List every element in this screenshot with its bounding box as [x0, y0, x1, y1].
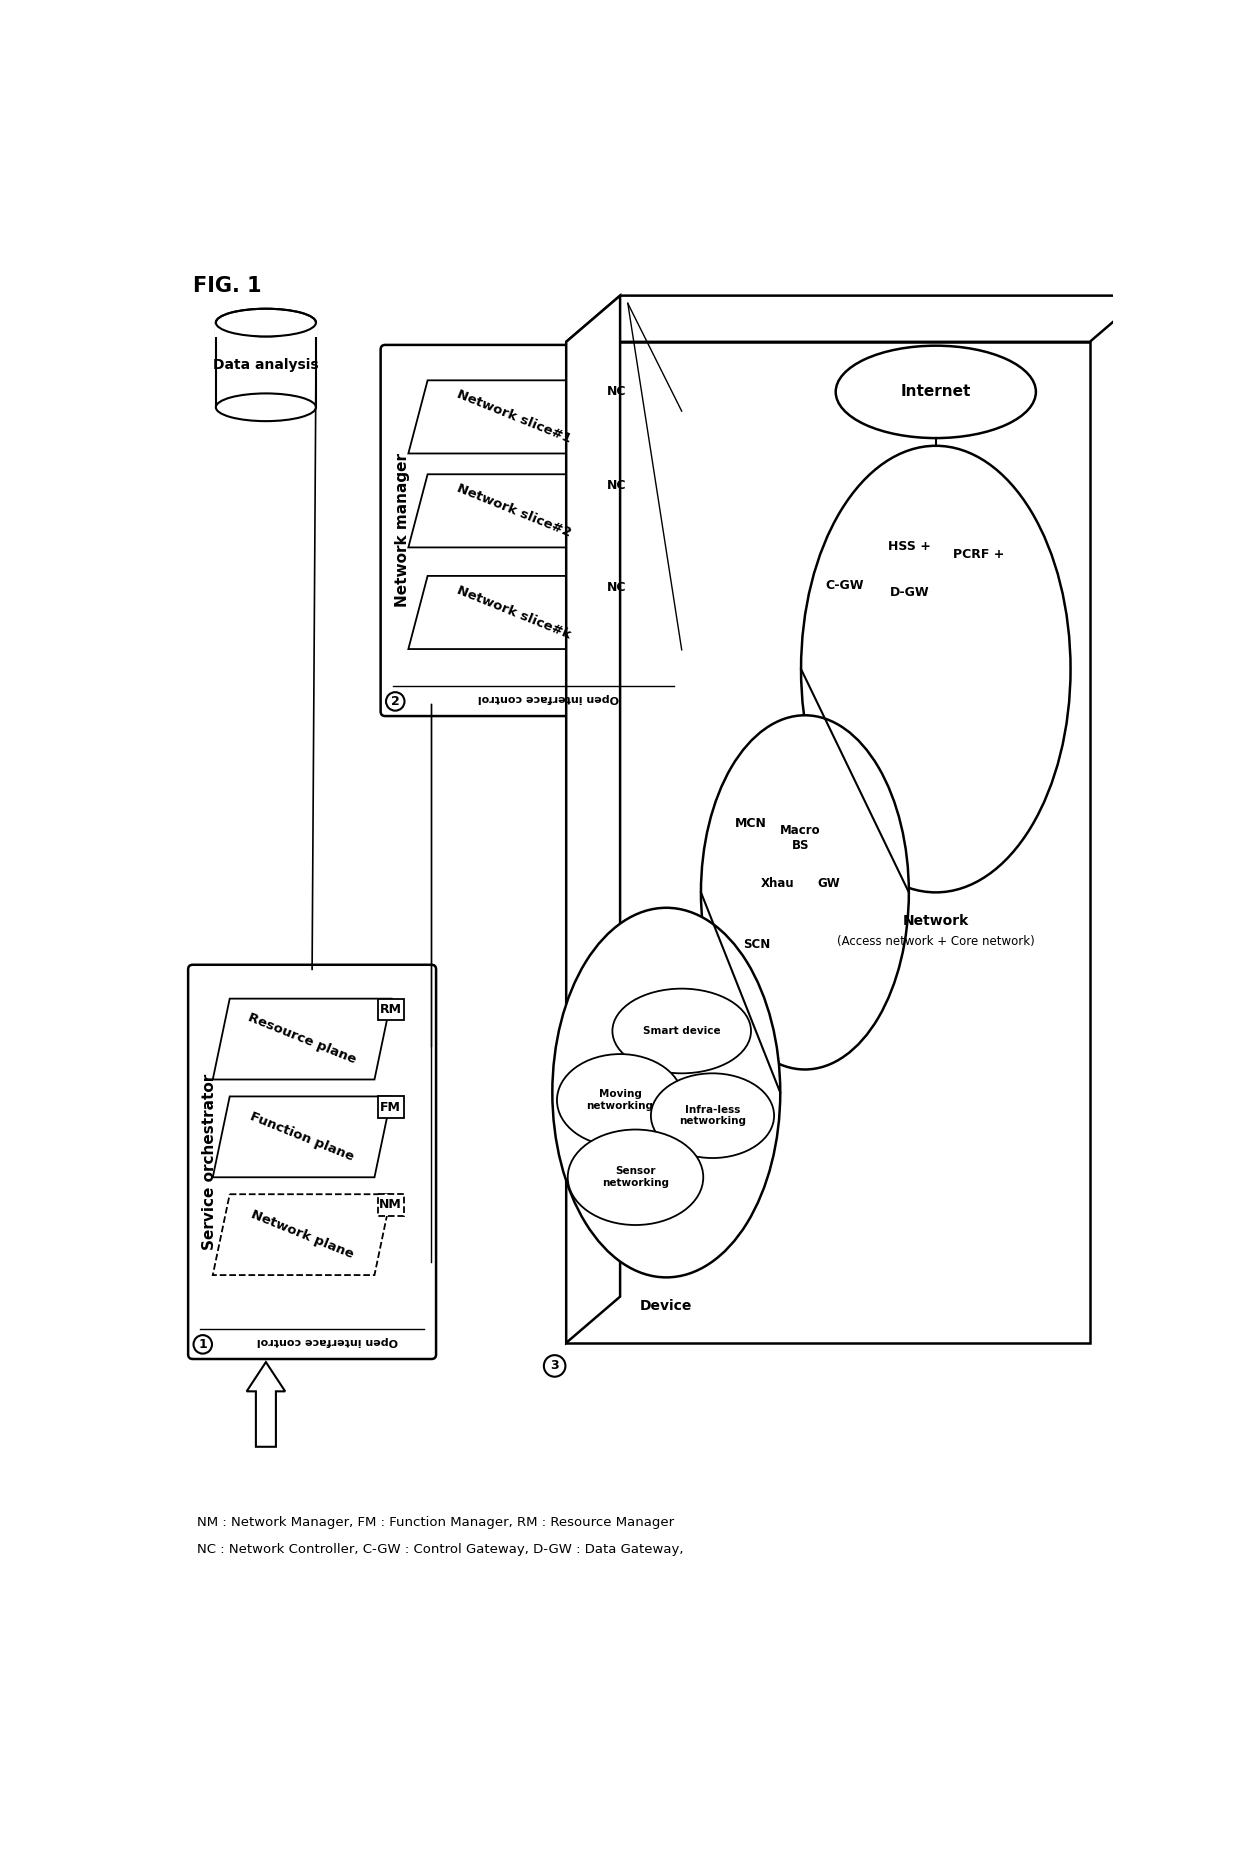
Ellipse shape [552, 908, 780, 1277]
Text: Internet: Internet [900, 384, 971, 399]
Text: NM : Network Manager, FM : Function Manager, RM : Resource Manager: NM : Network Manager, FM : Function Mana… [197, 1517, 673, 1530]
FancyBboxPatch shape [188, 964, 436, 1359]
Text: Open interface control: Open interface control [479, 693, 620, 703]
Text: NC : Network Controller, C-GW : Control Gateway, D-GW : Data Gateway,: NC : Network Controller, C-GW : Control … [197, 1543, 683, 1556]
FancyBboxPatch shape [381, 345, 686, 716]
Text: (Access network + Core network): (Access network + Core network) [837, 934, 1034, 947]
Bar [737, 931, 777, 959]
Bar [882, 530, 937, 564]
Bar [377, 999, 404, 1020]
Polygon shape [408, 475, 620, 547]
Bar [755, 870, 800, 897]
Ellipse shape [568, 1129, 703, 1225]
Bar [567, 341, 1090, 1342]
Text: C-GW: C-GW [825, 578, 863, 591]
Text: Resource plane: Resource plane [246, 1012, 358, 1066]
Text: HSS +: HSS + [888, 540, 931, 552]
Text: Infra-less
networking: Infra-less networking [680, 1105, 746, 1127]
Bar [215, 323, 316, 337]
Bar [604, 577, 630, 599]
Text: - - -: - - - [513, 569, 534, 582]
Polygon shape [247, 1363, 285, 1446]
Text: NC: NC [608, 580, 626, 593]
Polygon shape [408, 577, 620, 649]
Text: Network slice#1: Network slice#1 [455, 387, 573, 445]
Bar [377, 1096, 404, 1118]
Ellipse shape [836, 345, 1035, 438]
Text: Network slice#k: Network slice#k [455, 584, 573, 641]
Ellipse shape [701, 716, 909, 1070]
Text: D-GW: D-GW [890, 586, 930, 599]
Text: NC: NC [608, 386, 626, 399]
Text: Network slice#2: Network slice#2 [455, 482, 573, 540]
Text: Smart device: Smart device [642, 1025, 720, 1036]
Polygon shape [567, 295, 1143, 341]
Text: Data analysis: Data analysis [213, 358, 319, 373]
Text: GW: GW [817, 877, 841, 890]
Text: Network manager: Network manager [396, 454, 410, 608]
Bar [774, 819, 826, 857]
Ellipse shape [801, 445, 1070, 892]
Text: FM: FM [381, 1101, 401, 1114]
Text: Xhau: Xhau [760, 877, 794, 890]
Text: Device: Device [640, 1300, 692, 1313]
Text: SCN: SCN [744, 938, 771, 951]
Text: FIG. 1: FIG. 1 [192, 276, 262, 297]
Text: Service orchestrator: Service orchestrator [202, 1073, 217, 1250]
Text: NM: NM [379, 1198, 402, 1211]
Polygon shape [567, 295, 620, 1342]
Ellipse shape [651, 1073, 774, 1159]
Bar [216, 323, 316, 408]
Text: NC: NC [608, 480, 626, 493]
Bar [604, 475, 630, 497]
Ellipse shape [557, 1055, 683, 1146]
Polygon shape [213, 1194, 392, 1276]
Text: 1: 1 [198, 1339, 207, 1352]
Text: Sensor
networking: Sensor networking [601, 1166, 670, 1188]
Bar [816, 569, 872, 601]
Text: 3: 3 [551, 1359, 559, 1372]
Bar [808, 870, 849, 897]
Text: 2: 2 [391, 695, 399, 708]
Bar [377, 1194, 404, 1216]
Bar [882, 577, 937, 608]
Text: Network: Network [903, 914, 968, 929]
Text: Moving
networking: Moving networking [587, 1090, 653, 1111]
Bar [951, 538, 1007, 571]
Polygon shape [213, 1096, 392, 1177]
Bar [604, 380, 630, 404]
Text: MCN: MCN [735, 816, 766, 829]
Text: Open interface control: Open interface control [257, 1335, 398, 1346]
Ellipse shape [216, 393, 316, 421]
Polygon shape [408, 380, 620, 454]
Ellipse shape [216, 310, 316, 336]
Text: RM: RM [379, 1003, 402, 1016]
Text: Network plane: Network plane [249, 1209, 356, 1261]
Text: PCRF +: PCRF + [954, 547, 1004, 562]
Polygon shape [213, 999, 392, 1079]
Text: Function plane: Function plane [248, 1111, 356, 1164]
Text: Macro
BS: Macro BS [780, 823, 821, 851]
Ellipse shape [613, 988, 751, 1073]
